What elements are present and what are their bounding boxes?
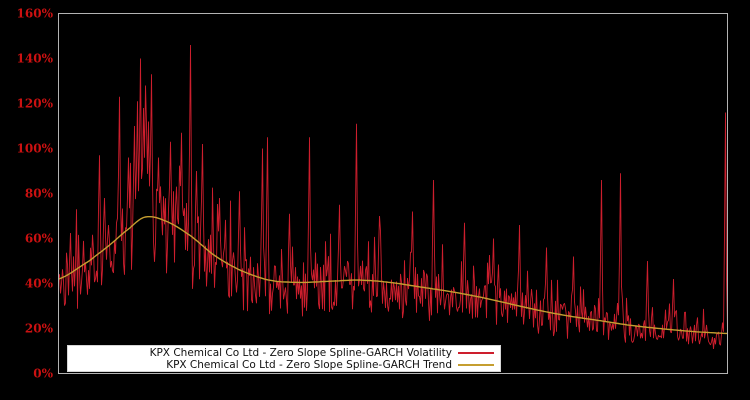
legend-item-volatility: KPX Chemical Co Ltd - Zero Slope Spline-…: [68, 347, 500, 359]
y-axis-tick-label: 120%: [17, 97, 54, 111]
plot-border: [58, 13, 728, 374]
legend-item-trend: KPX Chemical Co Ltd - Zero Slope Spline-…: [68, 359, 500, 371]
y-axis-tick-label: 80%: [25, 187, 54, 201]
legend-label-volatility: KPX Chemical Co Ltd - Zero Slope Spline-…: [149, 346, 452, 359]
y-axis-tick-label: 100%: [17, 142, 54, 156]
y-axis-tick-label: 40%: [25, 277, 54, 291]
legend-swatch-trend-line: [458, 363, 494, 366]
legend-label-trend: KPX Chemical Co Ltd - Zero Slope Spline-…: [166, 358, 452, 371]
y-axis-tick-label: 60%: [25, 232, 54, 246]
volatility-series-line: [58, 44, 728, 349]
y-axis-tick-label: 0%: [33, 367, 53, 381]
y-axis-tick-label: 140%: [17, 52, 54, 66]
legend-swatch-volatility-line: [458, 351, 494, 354]
legend: KPX Chemical Co Ltd - Zero Slope Spline-…: [67, 345, 501, 372]
trend-series-line: [58, 216, 728, 335]
y-axis-tick-label: 160%: [17, 7, 54, 21]
y-axis-tick-label: 20%: [25, 322, 54, 336]
